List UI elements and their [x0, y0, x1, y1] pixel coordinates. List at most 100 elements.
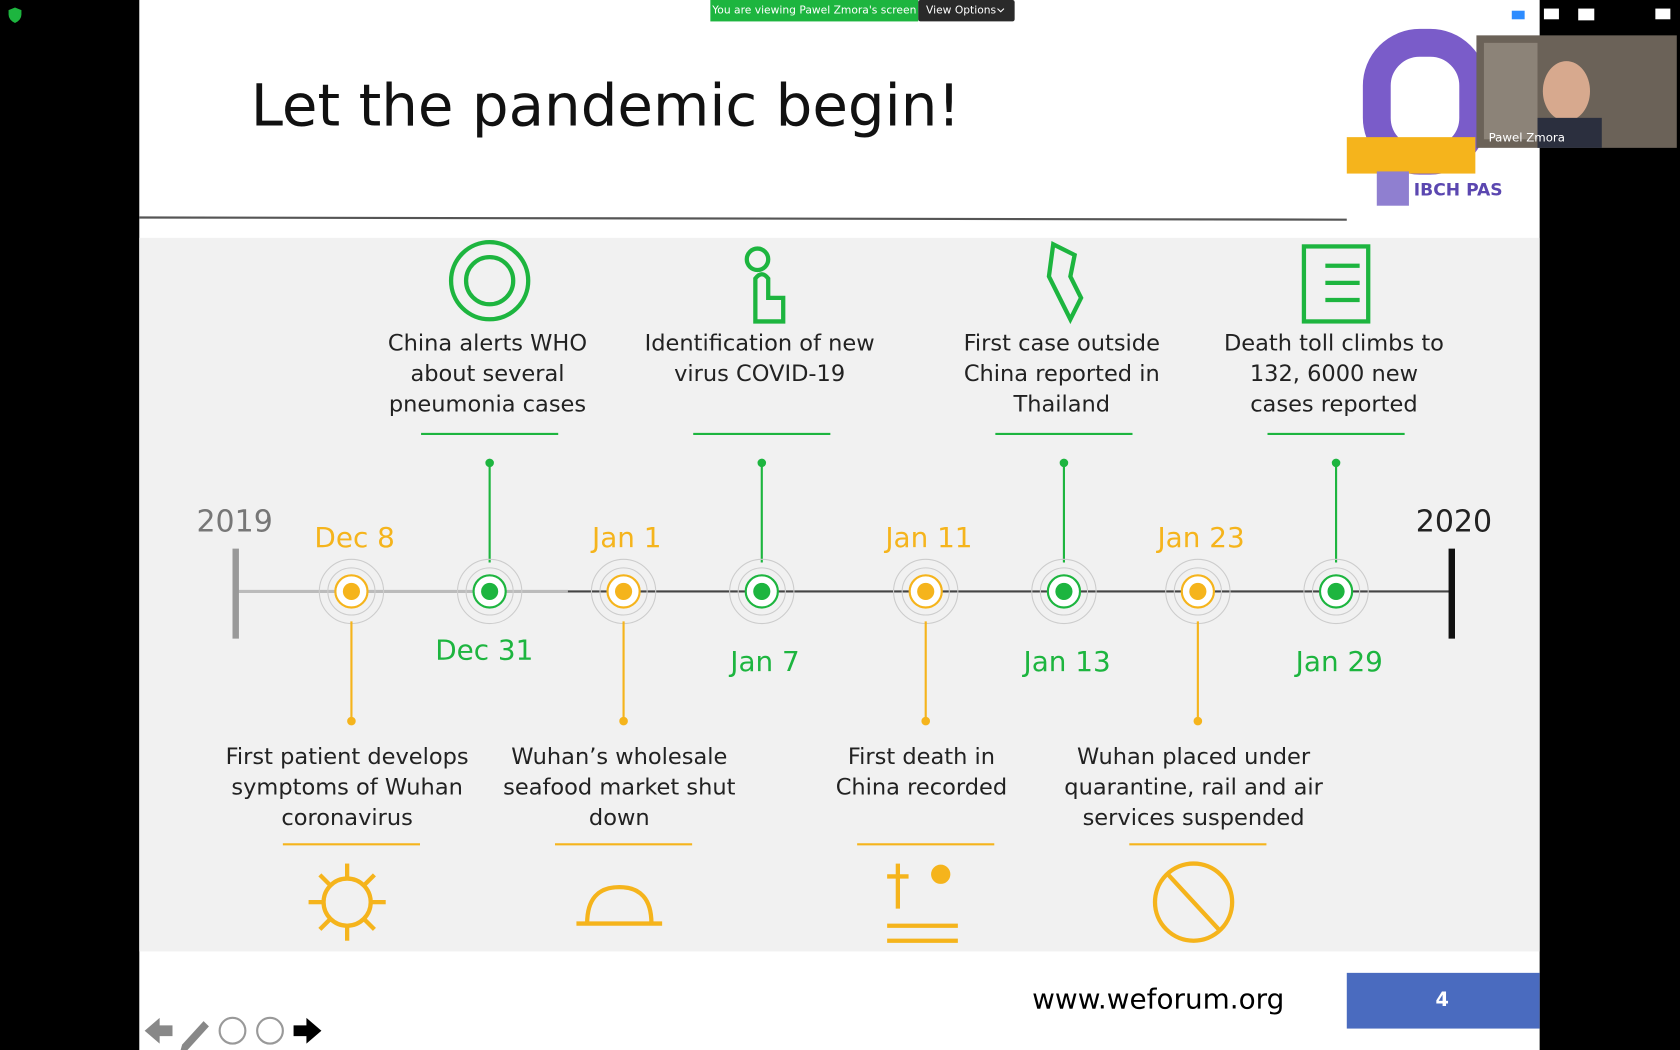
icon-part	[576, 884, 663, 926]
event-date: Jan 13	[1022, 645, 1111, 678]
icon	[448, 240, 531, 322]
stem-dot	[757, 458, 767, 468]
event-text: services suspended	[1083, 805, 1305, 831]
marker-ring	[456, 558, 523, 625]
event-date: Dec 8	[314, 521, 394, 554]
event-text: 132, 6000 new	[1250, 361, 1418, 387]
event-text: seafood market shut	[503, 775, 735, 801]
stem-dot	[921, 716, 930, 726]
marker-ring	[1039, 567, 1089, 616]
view-options-label: View Options	[926, 4, 997, 17]
marker-ring	[327, 567, 376, 616]
icon-part	[1301, 244, 1371, 324]
end-year: 2020	[1416, 504, 1492, 539]
page-number: 4	[1435, 988, 1448, 1011]
event-text: China reported in	[964, 361, 1160, 387]
icon-part	[463, 255, 516, 307]
marker-ring	[729, 558, 795, 625]
event-text: cases reported	[1250, 392, 1417, 418]
event-text: quarantine, rail and air	[1064, 775, 1323, 801]
stem-dot	[1059, 458, 1069, 468]
icon-part	[1046, 241, 1084, 325]
event-text: China alerts WHO	[388, 330, 587, 356]
event-text: about several	[410, 361, 564, 387]
source: www.weforum.org	[1032, 983, 1284, 1016]
stem-dot	[347, 716, 356, 726]
marker-dot	[1327, 582, 1345, 600]
icon-part	[744, 246, 771, 273]
icon-part	[318, 873, 332, 887]
view-options-button[interactable]	[918, 0, 1015, 22]
event-text: Identification of new	[645, 330, 875, 356]
icon	[1152, 861, 1235, 943]
icon-part	[362, 917, 376, 931]
marker-ring	[1031, 558, 1097, 625]
icon	[1046, 241, 1084, 325]
icon-part	[1166, 872, 1221, 932]
event-date: Jan 1	[590, 521, 662, 554]
icon	[308, 863, 386, 941]
window-controls[interactable]	[1481, 8, 1671, 21]
participant-name: Pawel Zmora	[1489, 131, 1565, 145]
icon-part	[1152, 861, 1235, 943]
marker-dot	[753, 582, 771, 600]
marker-ring	[465, 567, 514, 616]
banner-text: You are viewing Pawel Zmora's screen	[711, 4, 916, 17]
event-text: Death toll climbs to	[1224, 330, 1444, 356]
event-date: Jan 29	[1294, 645, 1383, 678]
event-text: Wuhan’s wholesale	[511, 744, 727, 770]
marker-dot	[1055, 582, 1073, 600]
event-date: Dec 31	[435, 633, 533, 666]
icon-part	[887, 863, 958, 943]
event-text: First patient develops	[226, 744, 469, 770]
marker-ring	[737, 567, 786, 616]
event-text: pneumonia cases	[389, 392, 586, 418]
marker-dot	[342, 582, 360, 600]
event-text: Thailand	[1012, 392, 1110, 418]
icon-part	[362, 873, 376, 887]
page-number-box	[1346, 972, 1540, 1029]
logo-text: IBCH PAS	[1414, 181, 1503, 201]
event-date: Jan 7	[728, 645, 800, 678]
slide-toolbar[interactable]	[144, 1016, 322, 1050]
security-icon[interactable]	[8, 7, 22, 24]
marker-ring	[1303, 558, 1369, 625]
icon	[744, 246, 786, 324]
viewing-banner	[710, 0, 919, 22]
icon	[576, 884, 663, 926]
event-text: First case outside	[964, 330, 1160, 356]
marker-dot	[615, 582, 633, 600]
chevron	[997, 8, 1005, 13]
icon-part	[318, 917, 332, 931]
icon-part	[753, 272, 786, 324]
marker-dot	[1189, 582, 1207, 600]
icon	[1301, 244, 1371, 324]
start-year: 2019	[196, 504, 272, 539]
marker-ring	[901, 567, 950, 616]
event-date: Jan 11	[883, 521, 972, 554]
marker-ring	[1311, 567, 1361, 616]
event-date: Jan 23	[1155, 521, 1244, 554]
event-text: First death in	[848, 744, 995, 770]
stem-dot	[619, 716, 628, 726]
marker-ring	[1173, 567, 1222, 616]
marker-ring	[599, 567, 648, 616]
event-text: down	[589, 805, 650, 831]
marker-dot	[917, 582, 935, 600]
event-text: coronavirus	[281, 805, 413, 831]
timeline-panel	[139, 237, 1540, 952]
stem-dot	[1193, 716, 1203, 726]
logo	[1346, 28, 1488, 206]
icon-part	[931, 864, 951, 884]
stem-dot	[1331, 458, 1341, 468]
event-text: symptoms of Wuhan	[231, 775, 462, 801]
slide-title: Let the pandemic begin!	[251, 71, 961, 139]
marker-dot	[481, 582, 499, 600]
stem-dot	[485, 458, 494, 468]
event-text: China recorded	[836, 775, 1007, 801]
event-text: virus COVID-19	[674, 361, 845, 387]
event-text: Wuhan placed under	[1077, 744, 1311, 770]
icon	[887, 863, 958, 943]
